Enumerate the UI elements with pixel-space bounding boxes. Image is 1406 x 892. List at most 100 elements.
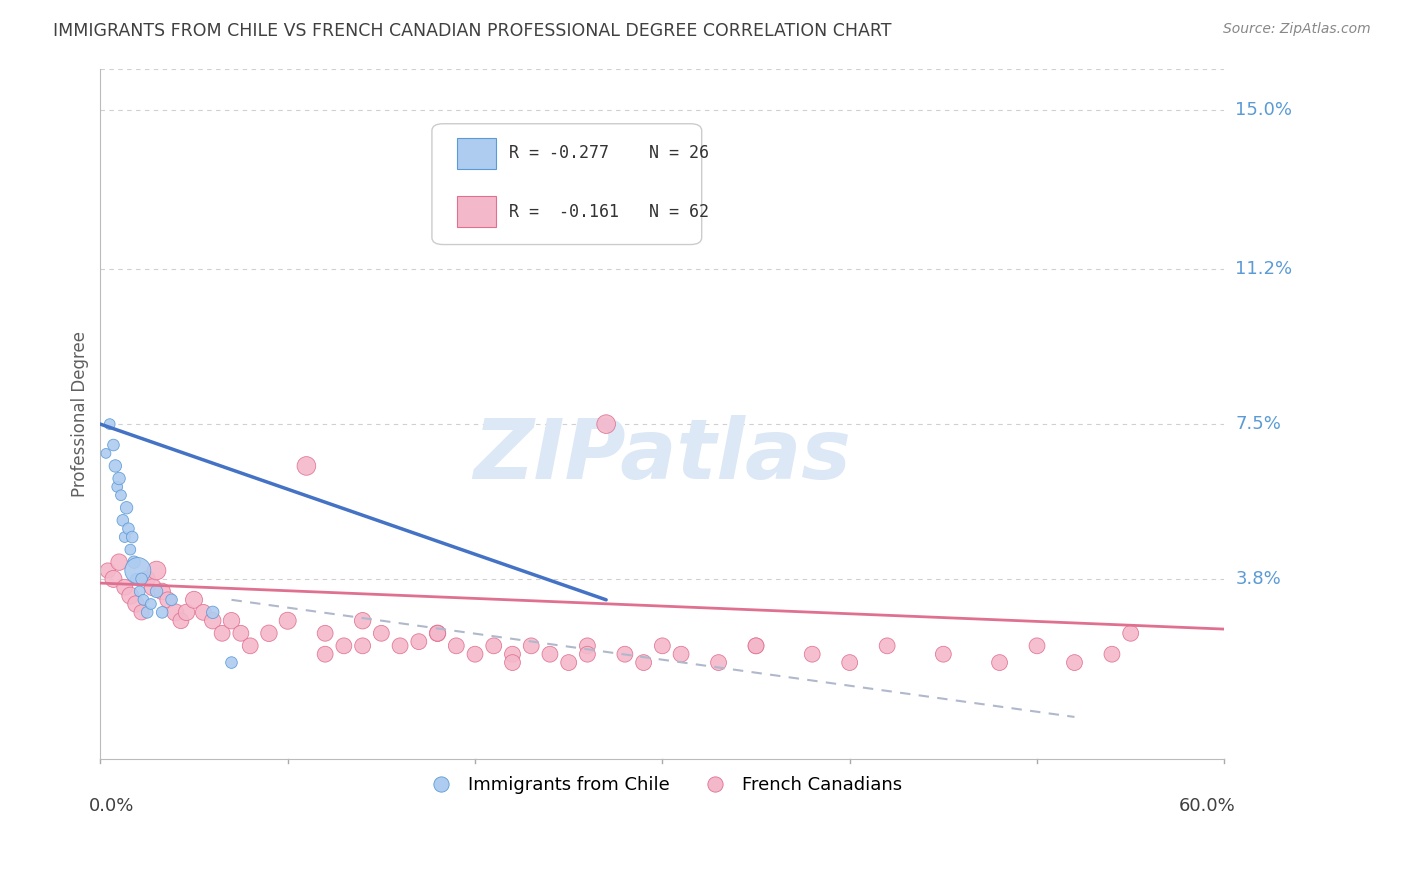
Point	[136, 606, 159, 620]
FancyBboxPatch shape	[457, 196, 496, 227]
Point	[295, 458, 318, 473]
Point	[94, 446, 117, 460]
Point	[201, 614, 224, 628]
Point	[176, 606, 198, 620]
Point	[183, 592, 205, 607]
Point	[538, 647, 561, 661]
Point	[576, 639, 599, 653]
FancyBboxPatch shape	[457, 137, 496, 169]
Point	[988, 656, 1011, 670]
Point	[501, 647, 523, 661]
Point	[239, 639, 262, 653]
Point	[145, 584, 167, 599]
Point	[229, 626, 252, 640]
FancyBboxPatch shape	[432, 124, 702, 244]
Point	[408, 634, 430, 648]
Point	[103, 438, 125, 452]
Point	[651, 639, 673, 653]
Point	[132, 592, 155, 607]
Point	[122, 555, 145, 569]
Point	[1063, 656, 1085, 670]
Point	[1026, 639, 1049, 653]
Point	[128, 584, 150, 599]
Point	[201, 606, 224, 620]
Point	[115, 500, 138, 515]
Point	[1119, 626, 1142, 640]
Point	[131, 606, 153, 620]
Text: 15.0%: 15.0%	[1236, 102, 1292, 120]
Text: R = -0.277    N = 26: R = -0.277 N = 26	[509, 145, 710, 162]
Point	[156, 592, 179, 607]
Point	[482, 639, 505, 653]
Point	[277, 614, 299, 628]
Point	[707, 656, 730, 670]
Point	[111, 513, 134, 527]
Point	[557, 656, 579, 670]
Point	[125, 597, 148, 611]
Point	[801, 647, 824, 661]
Point	[520, 639, 543, 653]
Point	[193, 606, 215, 620]
Point	[110, 488, 132, 502]
Point	[426, 626, 449, 640]
Point	[114, 530, 136, 544]
Point	[117, 522, 139, 536]
Point	[108, 555, 131, 569]
Point	[127, 564, 149, 578]
Point	[211, 626, 233, 640]
Point	[125, 572, 148, 586]
Point	[97, 564, 120, 578]
Point	[139, 597, 162, 611]
Point	[150, 584, 173, 599]
Text: Source: ZipAtlas.com: Source: ZipAtlas.com	[1223, 22, 1371, 37]
Point	[576, 647, 599, 661]
Point	[501, 656, 523, 670]
Point	[98, 417, 121, 431]
Text: IMMIGRANTS FROM CHILE VS FRENCH CANADIAN PROFESSIONAL DEGREE CORRELATION CHART: IMMIGRANTS FROM CHILE VS FRENCH CANADIAN…	[53, 22, 891, 40]
Text: 11.2%: 11.2%	[1236, 260, 1292, 278]
Point	[745, 639, 768, 653]
Point	[160, 592, 183, 607]
Point	[145, 564, 167, 578]
Point	[446, 639, 468, 653]
Point	[352, 614, 374, 628]
Text: ZIPatlas: ZIPatlas	[474, 415, 851, 496]
Point	[150, 606, 173, 620]
Point	[333, 639, 356, 653]
Point	[221, 614, 243, 628]
Point	[745, 639, 768, 653]
Point	[613, 647, 636, 661]
Point	[669, 647, 692, 661]
Point	[595, 417, 617, 431]
Point	[1101, 647, 1123, 661]
Point	[314, 647, 336, 661]
Text: 7.5%: 7.5%	[1236, 415, 1281, 434]
Point	[314, 626, 336, 640]
Point	[104, 458, 127, 473]
Point	[131, 572, 153, 586]
Point	[370, 626, 392, 640]
Point	[136, 572, 159, 586]
Point	[103, 572, 125, 586]
Point	[108, 471, 131, 485]
Point	[932, 647, 955, 661]
Point	[170, 614, 193, 628]
Point	[165, 606, 187, 620]
Point	[633, 656, 655, 670]
Text: 3.8%: 3.8%	[1236, 570, 1281, 588]
Point	[105, 480, 128, 494]
Point	[389, 639, 412, 653]
Point	[464, 647, 486, 661]
Point	[121, 530, 143, 544]
Text: R =  -0.161   N = 62: R = -0.161 N = 62	[509, 202, 710, 220]
Legend: Immigrants from Chile, French Canadians: Immigrants from Chile, French Canadians	[416, 769, 910, 802]
Point	[876, 639, 898, 653]
Point	[142, 580, 165, 594]
Point	[426, 626, 449, 640]
Point	[120, 589, 142, 603]
Point	[257, 626, 280, 640]
Point	[114, 580, 136, 594]
Point	[120, 542, 142, 557]
Text: 0.0%: 0.0%	[89, 797, 135, 814]
Point	[221, 656, 243, 670]
